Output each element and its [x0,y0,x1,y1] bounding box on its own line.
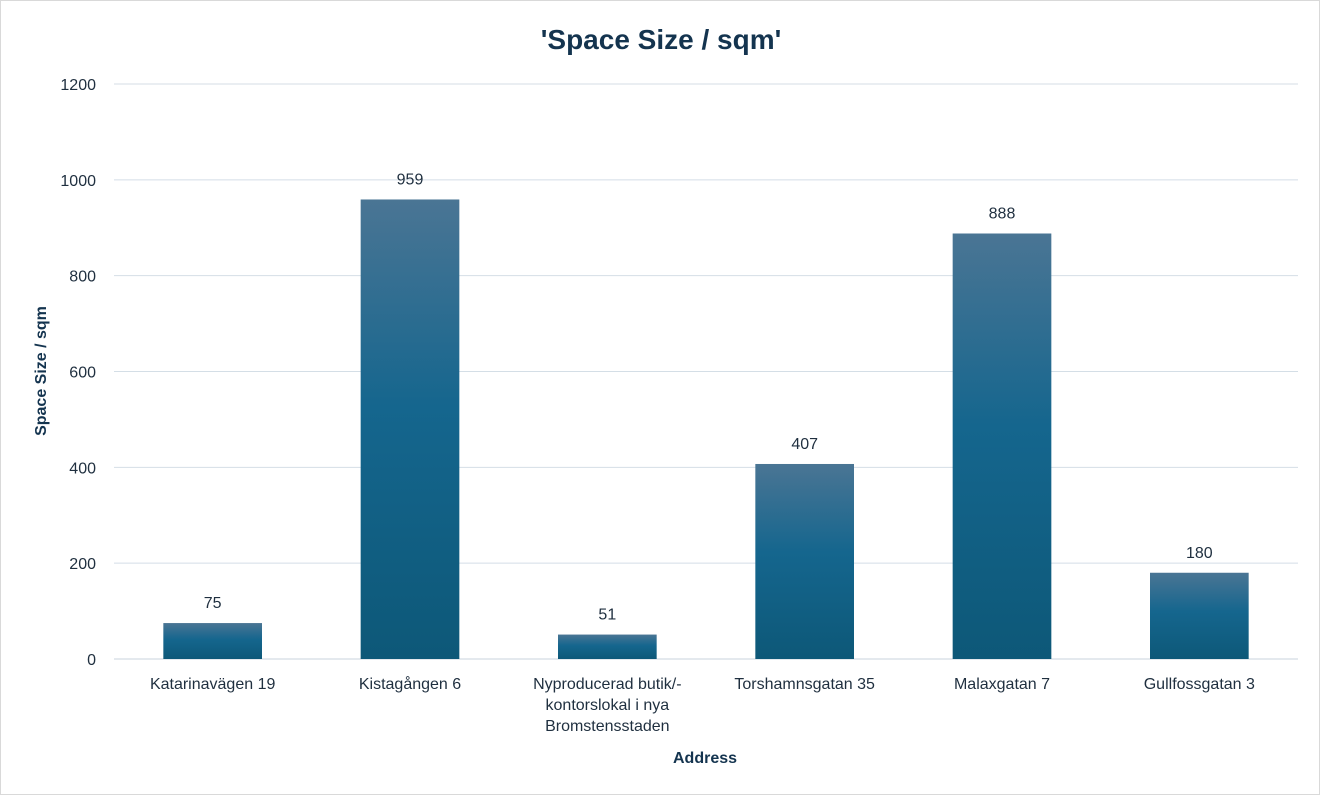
gridlines [114,83,1298,660]
chart-title: 'Space Size / sqm' [541,24,782,55]
bar [163,623,262,659]
bar [755,463,854,659]
x-tick-label: Kistagången 6 [359,675,461,693]
bar [952,233,1052,659]
x-tick-label: Nyproducerad butik/-kontorslokal i nya Br… [533,676,682,735]
data-label: 51 [598,607,616,624]
x-tick-label: Torshamnsgatan 35 [734,676,875,693]
data-label: 180 [1186,545,1213,562]
x-axis-title: Address [673,750,737,767]
x-tick-label: Katarinavägen 19 [150,676,276,693]
data-labels: 75 959 51 407 888 180 [204,171,1213,623]
data-label: 959 [397,171,424,188]
bar [1150,572,1249,659]
y-tick-label: 1000 [60,173,96,190]
data-label: 888 [989,206,1016,223]
y-tick-label: 400 [69,460,96,477]
x-axis-ticks: Katarinavägen 19 Kistagången 6 Nyproducera… [150,675,1255,735]
x-tick-label: Gullfossgatan 3 [1144,676,1255,693]
y-tick-label: 200 [69,556,96,573]
bars [163,199,1249,659]
y-tick-label: 0 [87,652,96,669]
x-tick-label: Malaxgatan 7 [954,676,1050,693]
bar [360,199,460,659]
data-label: 75 [204,595,222,612]
data-label: 407 [791,436,818,453]
y-axis-title: Space Size / sqm [33,306,50,436]
bar [558,634,657,659]
y-tick-label: 600 [69,365,96,382]
y-axis-ticks: 0 200 400 600 800 1000 1200 [60,77,96,669]
y-tick-label: 800 [69,269,96,286]
y-tick-label: 1200 [60,77,96,94]
